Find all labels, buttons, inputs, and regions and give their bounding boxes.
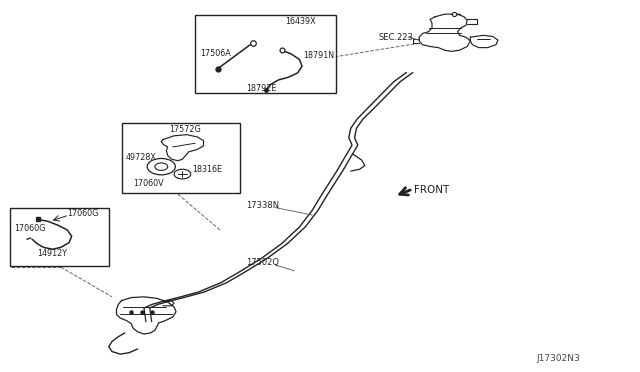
Bar — [122, 123, 240, 193]
Text: 17572G: 17572G — [170, 125, 202, 134]
Text: 18316E: 18316E — [193, 165, 223, 174]
Circle shape — [174, 169, 191, 179]
Text: 17506A: 17506A — [200, 49, 231, 58]
Bar — [195, 15, 336, 93]
Text: FRONT: FRONT — [414, 186, 449, 195]
Text: J17302N3: J17302N3 — [536, 355, 580, 363]
Circle shape — [147, 158, 175, 175]
Circle shape — [155, 163, 168, 170]
Text: SEC.223: SEC.223 — [379, 33, 413, 42]
Text: 14912Y: 14912Y — [37, 249, 67, 258]
Text: 49728X: 49728X — [126, 153, 157, 162]
Text: 17060V: 17060V — [133, 179, 164, 188]
Text: 17060G: 17060G — [67, 209, 99, 218]
Text: 17060G: 17060G — [14, 224, 45, 233]
Bar — [10, 208, 109, 266]
Text: 17502Q: 17502Q — [246, 258, 280, 267]
Text: 18791N: 18791N — [303, 51, 334, 60]
Text: 17338N: 17338N — [246, 201, 280, 210]
Text: 16439X: 16439X — [285, 17, 316, 26]
Text: 18792E: 18792E — [246, 84, 276, 93]
